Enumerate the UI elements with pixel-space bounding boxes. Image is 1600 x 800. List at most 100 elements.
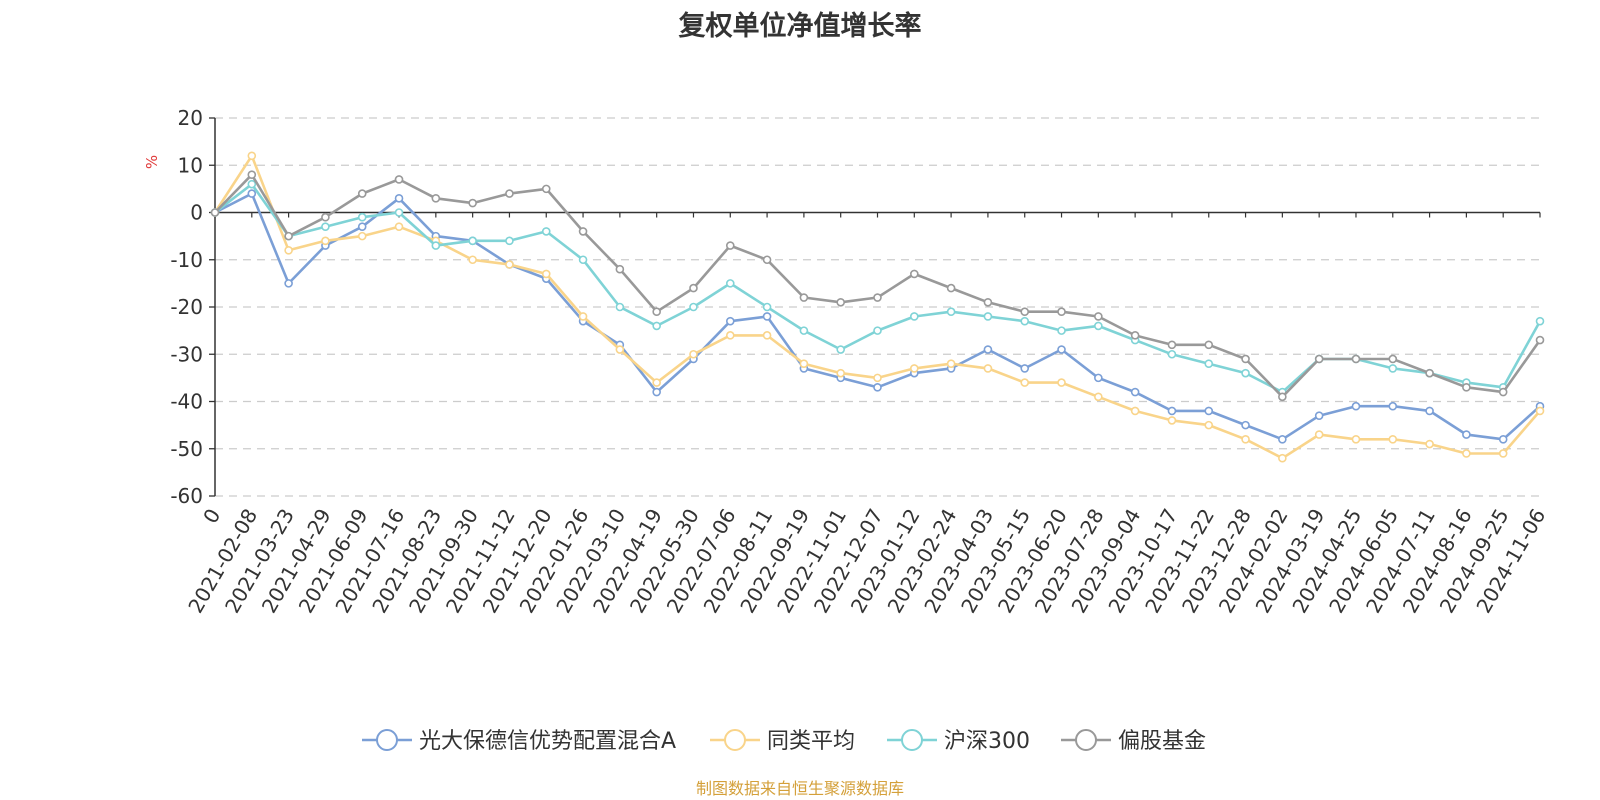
data-point[interactable]	[1020, 378, 1030, 387]
data-point[interactable]	[725, 331, 735, 340]
data-point[interactable]	[1498, 434, 1508, 444]
data-point[interactable]	[468, 236, 477, 246]
data-point[interactable]	[615, 345, 625, 354]
legend-item[interactable]: 沪深300	[887, 729, 1030, 754]
data-point[interactable]	[1278, 434, 1287, 444]
data-point[interactable]	[1535, 406, 1545, 416]
data-point[interactable]	[725, 241, 735, 250]
data-point[interactable]	[1462, 449, 1471, 458]
data-point[interactable]	[1094, 373, 1103, 383]
data-point[interactable]	[762, 255, 772, 265]
data-point[interactable]	[836, 345, 845, 354]
data-point[interactable]	[946, 307, 956, 317]
data-point[interactable]	[689, 283, 698, 293]
data-point[interactable]	[1094, 321, 1103, 331]
data-point[interactable]	[505, 189, 514, 198]
data-point[interactable]	[946, 359, 956, 369]
data-point[interactable]	[1425, 406, 1434, 416]
data-point[interactable]	[1388, 364, 1398, 373]
data-point[interactable]	[983, 312, 993, 321]
data-point[interactable]	[431, 241, 441, 250]
data-point[interactable]	[799, 293, 809, 302]
data-point[interactable]	[1314, 430, 1324, 439]
data-point[interactable]	[284, 231, 293, 241]
data-point[interactable]	[1204, 340, 1214, 350]
data-point[interactable]	[762, 312, 772, 321]
data-point[interactable]	[983, 345, 993, 354]
data-point[interactable]	[1535, 316, 1545, 326]
data-point[interactable]	[357, 189, 367, 198]
data-point[interactable]	[1314, 411, 1324, 420]
legend-item[interactable]: 光大保德信优势配置混合A	[362, 729, 676, 754]
data-point[interactable]	[1020, 316, 1030, 326]
data-point[interactable]	[689, 302, 698, 312]
data-point[interactable]	[762, 302, 772, 312]
data-point[interactable]	[1204, 406, 1214, 416]
data-point[interactable]	[1204, 420, 1214, 430]
data-point[interactable]	[652, 387, 661, 397]
data-point[interactable]	[1535, 335, 1545, 345]
data-point[interactable]	[1425, 368, 1434, 378]
data-point[interactable]	[1388, 434, 1398, 444]
data-point[interactable]	[836, 297, 845, 307]
data-point[interactable]	[1241, 420, 1250, 430]
data-point[interactable]	[247, 189, 257, 198]
data-point[interactable]	[394, 222, 404, 231]
data-point[interactable]	[873, 326, 882, 335]
data-point[interactable]	[1167, 406, 1177, 416]
data-point[interactable]	[541, 269, 551, 279]
data-point[interactable]	[1425, 439, 1434, 449]
data-point[interactable]	[1351, 354, 1361, 364]
data-point[interactable]	[578, 255, 588, 265]
data-point[interactable]	[1057, 378, 1066, 387]
data-point[interactable]	[1094, 392, 1103, 402]
data-point[interactable]	[652, 307, 661, 317]
data-point[interactable]	[210, 208, 220, 217]
data-point[interactable]	[431, 194, 441, 203]
data-point[interactable]	[505, 260, 514, 269]
data-point[interactable]	[1498, 387, 1508, 397]
data-point[interactable]	[247, 151, 257, 161]
data-point[interactable]	[1057, 345, 1066, 354]
data-point[interactable]	[1351, 434, 1361, 444]
data-point[interactable]	[247, 170, 257, 179]
data-point[interactable]	[1241, 434, 1250, 444]
data-point[interactable]	[725, 279, 735, 288]
data-point[interactable]	[505, 236, 514, 246]
data-point[interactable]	[357, 231, 367, 241]
data-point[interactable]	[357, 222, 367, 231]
data-point[interactable]	[873, 293, 882, 302]
data-point[interactable]	[541, 184, 551, 194]
data-point[interactable]	[284, 246, 293, 255]
data-point[interactable]	[541, 227, 551, 236]
data-point[interactable]	[1130, 387, 1140, 397]
data-point[interactable]	[1498, 449, 1508, 458]
data-point[interactable]	[468, 255, 477, 265]
data-point[interactable]	[468, 198, 477, 208]
data-point[interactable]	[1388, 354, 1398, 364]
data-point[interactable]	[1020, 364, 1030, 373]
data-point[interactable]	[983, 364, 993, 373]
data-point[interactable]	[357, 212, 367, 222]
data-point[interactable]	[910, 269, 919, 279]
data-point[interactable]	[1094, 312, 1103, 321]
data-point[interactable]	[762, 331, 772, 340]
data-point[interactable]	[321, 222, 330, 231]
data-point[interactable]	[1204, 359, 1214, 369]
data-point[interactable]	[1241, 368, 1250, 378]
data-point[interactable]	[1167, 416, 1177, 425]
data-point[interactable]	[799, 359, 809, 369]
data-point[interactable]	[247, 179, 257, 189]
data-point[interactable]	[1351, 401, 1361, 411]
data-point[interactable]	[1130, 331, 1140, 340]
legend[interactable]: 光大保德信优势配置混合A 同类平均 沪深300 偏股基金	[362, 729, 1206, 754]
data-point[interactable]	[321, 236, 330, 246]
data-point[interactable]	[578, 312, 588, 321]
data-point[interactable]	[983, 297, 993, 307]
data-point[interactable]	[1167, 340, 1177, 350]
data-point[interactable]	[1462, 383, 1471, 392]
data-point[interactable]	[394, 175, 404, 184]
data-point[interactable]	[910, 364, 919, 373]
data-point[interactable]	[1057, 307, 1066, 317]
data-point[interactable]	[1278, 453, 1287, 463]
